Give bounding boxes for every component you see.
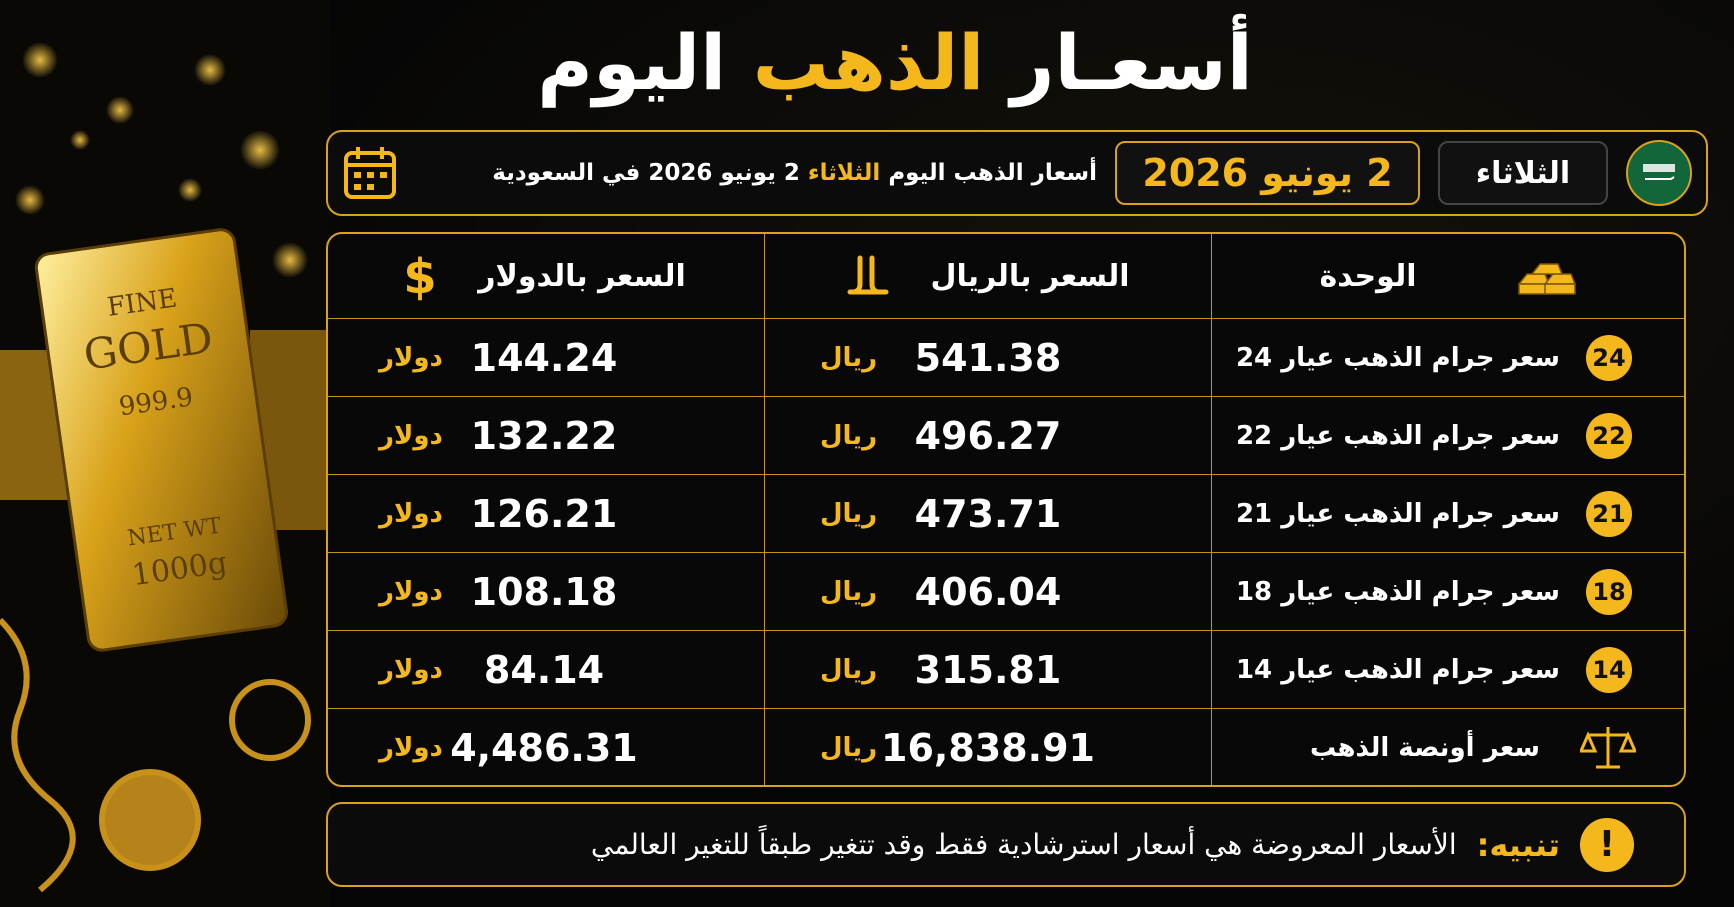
- riyal-price: 406.04: [914, 569, 1062, 614]
- column-title: الوحدة: [1319, 258, 1417, 294]
- row-label: سعر أونصة الذهب: [1310, 733, 1540, 763]
- riyal-price: 315.81: [914, 647, 1062, 692]
- usd-price-cell: 132.22 دولار: [328, 397, 764, 474]
- usd-price: 108.18: [470, 569, 618, 614]
- karat-badge: 14: [1586, 646, 1632, 693]
- gold-image: FINE GOLD 999.9 NET WT 1000g: [0, 0, 330, 907]
- unit-cell: سعر أونصة الذهب: [1211, 709, 1684, 785]
- usd-price-cell: 4,486.31 دولار: [328, 709, 764, 785]
- column-icon: $: [402, 251, 438, 301]
- description: أسعار الذهب اليوم الثلاثاء 2 يونيو 2026 …: [416, 160, 1097, 186]
- note-text: الأسعار المعروضة هي أسعار استرشادية فقط …: [590, 828, 1457, 861]
- title-part: أسعـار: [1010, 18, 1253, 107]
- scale-icon: [1580, 723, 1636, 773]
- karat-badge: 18: [1586, 568, 1632, 615]
- warning-icon: !: [1580, 817, 1634, 872]
- usd-price: 132.22: [470, 413, 618, 458]
- column-title: السعر بالدولار: [478, 258, 686, 294]
- note-label: تنبيه:: [1476, 825, 1560, 864]
- unit-cell: 14 سعر جرام الذهب عيار 14: [1211, 631, 1684, 708]
- table-row: 24 سعر جرام الذهب عيار 24 541.38 ريال 144.24…: [328, 319, 1684, 397]
- table-row: 22 سعر جرام الذهب عيار 22 496.27 ريال 132.22…: [328, 397, 1684, 475]
- currency-unit: دولار: [379, 576, 443, 607]
- karat-badge: 21: [1586, 490, 1632, 537]
- row-label: سعر جرام الذهب عيار 22: [1235, 420, 1560, 451]
- date-header: الثلاثاء 2 يونيو 2026 أسعار الذهب اليوم …: [326, 130, 1708, 216]
- usd-price-cell: 108.18 دولار: [328, 553, 764, 630]
- row-label: سعر جرام الذهب عيار 18: [1235, 576, 1560, 607]
- calendar-icon: [344, 147, 396, 199]
- currency-unit: ريال: [820, 733, 878, 763]
- riyal-price: 16,838.91: [881, 726, 1095, 770]
- currency-unit: ريال: [820, 342, 878, 373]
- currency-unit: دولار: [379, 420, 443, 451]
- usd-price: 126.21: [470, 491, 618, 536]
- karat-badge: 24: [1586, 334, 1632, 381]
- riyal-price: 473.71: [914, 491, 1062, 536]
- price-table: الوحدة السعر بالريال السعر بالدولار $24 سعر …: [326, 232, 1686, 787]
- usd-price-cell: 126.21 دولار: [328, 475, 764, 552]
- currency-unit: ريال: [820, 654, 878, 685]
- riyal-price: 541.38: [914, 335, 1062, 380]
- currency-unit: دولار: [379, 342, 443, 373]
- riyal-price: 496.27: [914, 413, 1062, 458]
- riyal-price-cell: 473.71 ريال: [764, 475, 1211, 552]
- currency-unit: ريال: [820, 498, 878, 529]
- description-text: 2 يونيو 2026 في السعودية: [492, 160, 800, 186]
- header-cell: السعر بالدولار $: [328, 234, 764, 318]
- unit-cell: 21 سعر جرام الذهب عيار 21: [1211, 475, 1684, 552]
- row-label: سعر جرام الذهب عيار 21: [1235, 498, 1560, 529]
- usd-price: 4,486.31: [450, 726, 638, 770]
- header-cell: السعر بالريال: [764, 234, 1211, 318]
- table-row: سعر أونصة الذهب 16,838.91 ريال 4,486.31 دولا…: [328, 709, 1684, 785]
- title-part: اليوم: [537, 18, 727, 107]
- table-row: 14 سعر جرام الذهب عيار 14 315.81 ريال 84.14 د…: [328, 631, 1684, 709]
- svg-text:$: $: [404, 251, 437, 301]
- title-highlight: الذهب: [752, 18, 985, 107]
- column-icon: [846, 254, 890, 298]
- flag-emblem: [1643, 164, 1675, 180]
- currency-unit: دولار: [379, 498, 443, 529]
- row-label: سعر جرام الذهب عيار 24: [1235, 342, 1560, 373]
- column-title: السعر بالريال: [930, 258, 1130, 294]
- riyal-price-cell: 16,838.91 ريال: [764, 709, 1211, 785]
- unit-cell: 18 سعر جرام الذهب عيار 18: [1211, 553, 1684, 630]
- day-box: الثلاثاء: [1438, 141, 1608, 205]
- date-box: 2 يونيو 2026: [1115, 141, 1420, 205]
- currency-unit: دولار: [379, 733, 443, 763]
- currency-unit: دولار: [379, 654, 443, 685]
- column-icon: [1516, 254, 1577, 298]
- description-day: الثلاثاء: [807, 160, 881, 186]
- header-cell: الوحدة: [1211, 234, 1684, 318]
- usd-price-cell: 144.24 دولار: [328, 319, 764, 396]
- table-row: 21 سعر جرام الذهب عيار 21 473.71 ريال 126.21…: [328, 475, 1684, 553]
- header-row: الوحدة السعر بالريال السعر بالدولار $: [328, 234, 1684, 319]
- usd-price: 144.24: [470, 335, 618, 380]
- currency-unit: ريال: [820, 576, 878, 607]
- row-label: سعر جرام الذهب عيار 14: [1235, 654, 1560, 685]
- title: أسعـار الذهب اليوم: [420, 18, 1370, 107]
- note: ! تنبيه: الأسعار المعروضة هي أسعار استرش…: [326, 802, 1686, 887]
- unit-cell: 22 سعر جرام الذهب عيار 22: [1211, 397, 1684, 474]
- unit-cell: 24 سعر جرام الذهب عيار 24: [1211, 319, 1684, 396]
- description-text: أسعار الذهب اليوم: [888, 160, 1097, 186]
- riyal-price-cell: 496.27 ريال: [764, 397, 1211, 474]
- riyal-price-cell: 315.81 ريال: [764, 631, 1211, 708]
- flag: [1626, 140, 1692, 206]
- usd-price-cell: 84.14 دولار: [328, 631, 764, 708]
- currency-unit: ريال: [820, 420, 878, 451]
- table-row: 18 سعر جرام الذهب عيار 18 406.04 ريال 108.18…: [328, 553, 1684, 631]
- riyal-price-cell: 541.38 ريال: [764, 319, 1211, 396]
- usd-price: 84.14: [483, 647, 605, 692]
- karat-badge: 22: [1586, 412, 1632, 459]
- riyal-price-cell: 406.04 ريال: [764, 553, 1211, 630]
